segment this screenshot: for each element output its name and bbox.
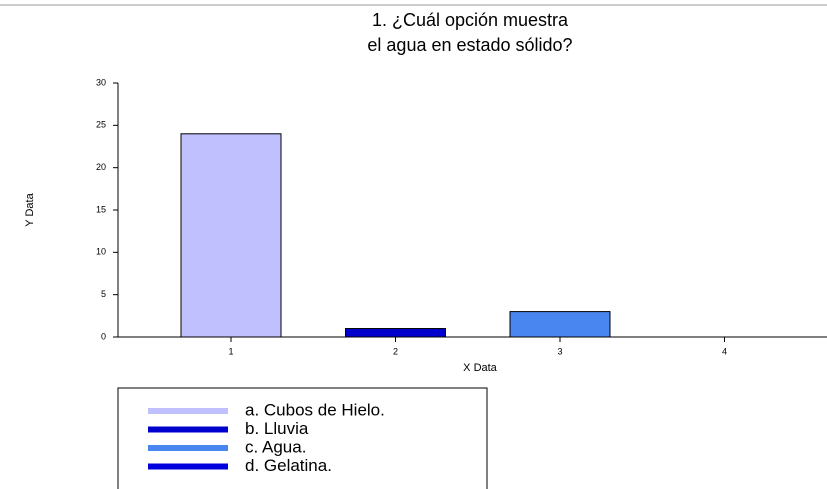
x-tick-label: 4 xyxy=(722,346,727,356)
bar xyxy=(180,133,282,338)
x-axis-label: X Data xyxy=(463,362,498,374)
legend-label: d. Gelatina. xyxy=(245,456,332,475)
legend-label: a. Cubos de Hielo. xyxy=(245,400,385,419)
bar xyxy=(509,311,611,338)
legend-label: c. Agua. xyxy=(245,437,306,456)
y-tick-label: 5 xyxy=(101,289,106,299)
legend-swatch xyxy=(148,445,228,451)
legend-swatch xyxy=(148,408,228,414)
y-tick-label: 0 xyxy=(101,331,106,341)
x-tick-label: 1 xyxy=(228,346,233,356)
x-tick-label: 3 xyxy=(557,346,562,356)
legend-swatch xyxy=(148,426,228,433)
chart-title-line: 1. ¿Cuál opción muestra xyxy=(372,10,569,30)
y-tick-label: 10 xyxy=(96,247,106,257)
x-tick-label: 2 xyxy=(393,346,398,356)
legend-swatch xyxy=(148,463,228,470)
legend-label: b. Lluvia xyxy=(245,419,309,438)
bar xyxy=(345,328,446,338)
y-tick-label: 30 xyxy=(96,77,106,87)
legend-box xyxy=(117,387,488,489)
y-tick-label: 25 xyxy=(96,120,106,130)
chart-title-line: el agua en estado sólido? xyxy=(367,35,572,55)
y-axis-label: Y Data xyxy=(24,192,36,226)
y-tick-label: 20 xyxy=(96,162,106,172)
y-tick-label: 15 xyxy=(96,204,106,214)
